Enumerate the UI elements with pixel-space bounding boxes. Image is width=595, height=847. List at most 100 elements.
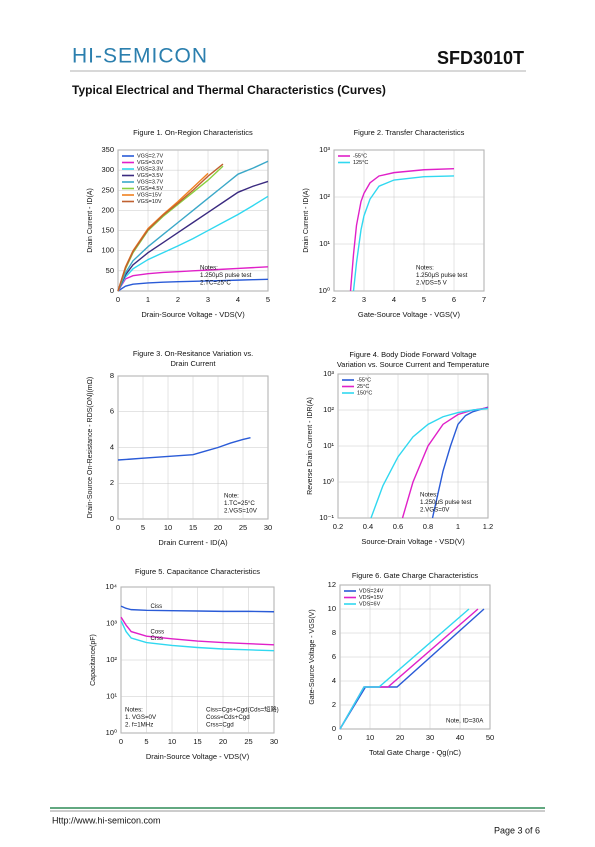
legend-label: VGS=2.7V [137,153,163,159]
x-tick-label: 5 [422,295,426,304]
data-line [117,160,269,292]
x-tick-label: 3 [206,295,210,304]
x-tick-label: 4 [236,295,240,304]
x-tick-label: 20 [219,737,227,746]
part-number: SFD3010T [437,48,524,68]
y-tick-label: 12 [328,580,336,589]
chart-title: Figure 6. Gate Charge Characteristics [352,571,479,580]
x-tick-label: 30 [426,733,434,742]
annotation: 2.VDS=5 V [416,280,448,287]
x-tick-label: 30 [264,523,272,532]
y-tick-label: 300 [101,165,114,174]
x-tick-label: 30 [270,737,278,746]
series-label: Crss [151,636,163,642]
x-tick-label: 10 [168,737,176,746]
chart-title: Drain Current [170,359,216,368]
y-tick-label: 0 [110,286,114,295]
data-line [120,620,275,652]
x-tick-label: 1 [456,522,460,531]
annotation: Notes: [125,707,143,714]
annotation: 2.VGS=10V [224,508,258,515]
data-line [339,608,470,730]
legend-label: VGS=3.3V [137,166,163,172]
y-tick-label: 10¹ [323,441,334,450]
y-tick-label: 10⁻¹ [319,513,334,522]
y-axis-label: Reverse Drain Current - IDR(A) [307,397,314,495]
x-tick-label: 5 [266,295,270,304]
y-tick-label: 2 [332,700,336,709]
y-tick-label: 10³ [323,369,334,378]
x-tick-label: 15 [189,523,197,532]
annotation: 1. VGS=0V [125,714,157,721]
y-axis-label: Drain Current - ID(A) [87,188,94,253]
y-tick-label: 0 [332,724,336,733]
x-tick-label: 15 [193,737,201,746]
x-tick-label: 5 [144,737,148,746]
legend-label: 125°C [353,160,368,166]
x-axis-label: Drain-Source Voltage - VDS(V) [146,752,250,761]
x-tick-label: 1 [146,295,150,304]
x-tick-label: 2 [176,295,180,304]
annotation: Crss=Cgd [206,722,234,729]
x-tick-label: 0 [116,523,120,532]
plot-area [333,149,485,292]
x-tick-label: 10 [164,523,172,532]
annotation: Notes: [420,492,438,499]
y-tick-label: 10² [106,655,117,664]
page-number: Page 3 of 6 [494,825,540,835]
x-tick-label: 7 [482,295,486,304]
chart-title: Figure 1. On-Region Characteristics [133,128,253,137]
x-tick-label: 0 [119,737,123,746]
y-tick-label: 6 [110,407,114,416]
x-tick-label: 25 [244,737,252,746]
series-label: Ciss [151,604,163,610]
data-line [349,168,455,292]
y-tick-label: 200 [101,205,114,214]
legend-label: 150°C [357,390,372,396]
y-tick-label: 10³ [106,618,117,627]
x-tick-label: 0.8 [423,522,433,531]
y-tick-label: 10² [323,405,334,414]
y-axis-label: Gate-Source Voltage - VGS(V) [309,609,316,704]
legend-label: 25°C [357,384,369,390]
y-tick-label: 8 [110,371,114,380]
annotation: 1.250μS pulse test [200,272,252,279]
x-tick-label: 0.4 [363,522,373,531]
data-line [117,266,269,292]
y-tick-label: 8 [332,628,336,637]
legend-label: VDS=15V [359,595,384,601]
data-line [120,616,275,646]
data-line [352,175,455,292]
legend-label: -55°C [357,377,371,383]
y-tick-label: 4 [110,442,114,451]
x-tick-label: 10 [366,733,374,742]
series-label: Coss [151,630,165,636]
data-line [431,406,489,519]
annotation: Coss=Cds+Cgd [206,714,250,721]
x-tick-label: 50 [486,733,494,742]
annotation: Notes: [200,265,218,272]
y-tick-label: 10⁰ [319,286,330,295]
data-line [117,278,269,292]
data-line [370,407,489,519]
brand-logo: HI-SEMICON [72,45,208,68]
y-tick-label: 150 [101,226,114,235]
legend-label: VGS=3.0V [137,160,163,166]
y-tick-label: 250 [101,185,114,194]
y-axis-label: Drain-Source On-Resistance - RDS(ON)(mΩ) [87,377,94,518]
y-tick-label: 10⁰ [106,728,117,737]
x-axis-label: Drain Current - ID(A) [158,538,228,547]
chart-title: Figure 5. Capacitance Characteristics [135,567,260,576]
x-tick-label: 20 [396,733,404,742]
x-tick-label: 0.6 [393,522,403,531]
x-axis-label: Drain-Source Voltage - VDS(V) [141,310,245,319]
x-tick-label: 0 [338,733,342,742]
data-line [117,163,224,292]
annotation: 2.VGS=0V [420,507,450,514]
footer-url: Http://www.hi-semicon.com [52,815,161,825]
x-tick-label: 6 [452,295,456,304]
data-line [117,180,269,292]
legend-label: -55°C [353,153,367,159]
x-tick-label: 25 [239,523,247,532]
